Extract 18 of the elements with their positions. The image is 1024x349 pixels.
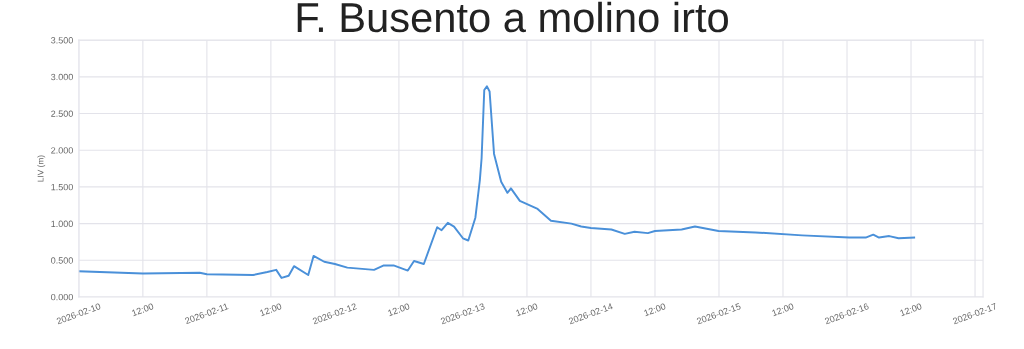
chart-title: F. Busento a molino irto [297,1,728,33]
x-tick-label: 12:00 [643,302,667,317]
y-tick-label: 3.500 [51,37,73,44]
y-tick-label: 1.000 [51,220,73,227]
x-tick-label: 12:00 [387,302,411,317]
x-tick-label: 12:00 [899,302,923,317]
y-tick-label: 2.000 [51,147,73,154]
x-tick-label: 12:00 [515,302,539,317]
y-tick-label: 3.000 [51,73,73,81]
y-axis-title: LIV (m) [37,155,46,182]
y-tick-label: 2.500 [51,110,73,117]
y-tick-label: 0.000 [51,293,73,301]
x-tick-label: 12:00 [771,302,795,317]
x-tick-label: 12:00 [131,302,154,317]
y-tick-label: 1.500 [51,183,73,191]
line-series [78,85,916,279]
y-tick-label: 0.500 [51,257,73,264]
x-tick-label: 12:00 [259,302,282,317]
